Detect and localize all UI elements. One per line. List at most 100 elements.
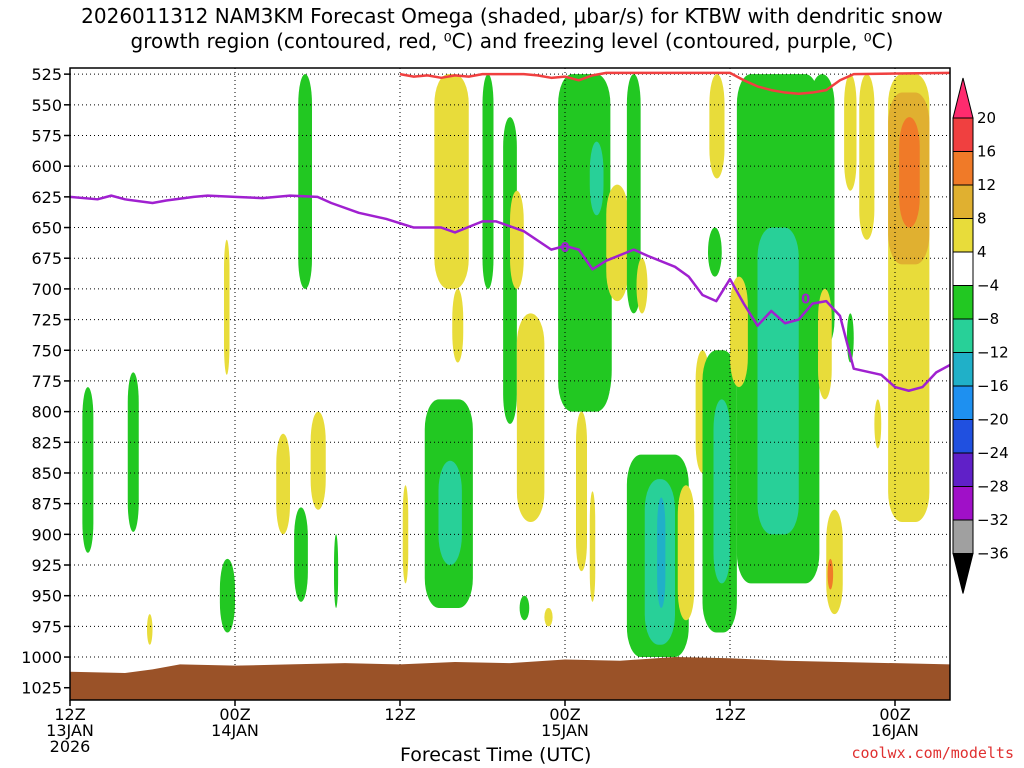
colorbar-segment [952,251,974,286]
freezing-level-label: 0 [560,241,569,256]
x-tick-label: 14JAN [211,721,259,740]
omega-region-yellow [452,288,464,363]
y-tick-label: 850 [31,464,62,483]
omega-region-yellow [310,411,326,510]
y-tick-label: 775 [31,372,62,391]
colorbar-bottom-arrow [952,553,974,594]
y-tick-label: 950 [31,587,62,606]
x-tick-label: 13JAN [46,721,94,740]
y-tick-label: 700 [31,280,62,299]
y-tick-label: 525 [31,65,62,84]
colorbar-label: −16 [977,377,1009,395]
omega-region-yellow [402,485,409,584]
x-tick-label: 16JAN [871,721,919,740]
colorbar-segment [952,318,974,353]
omega-region-yellow [276,433,290,535]
colorbar-segment [952,452,974,487]
omega-region-teal [438,460,462,566]
omega-region-orange [827,558,834,590]
y-tick-label: 675 [31,249,62,268]
colorbar-label: 20 [977,109,996,127]
omega-region-cyan [657,497,666,608]
omega-region-green [334,534,339,608]
y-tick-label: 875 [31,495,62,514]
x-tick-label: 12Z [54,705,85,724]
colorbar-label: −36 [977,545,1009,563]
colorbar-segment [952,419,974,454]
omega-region-green [219,558,235,633]
omega-region-green [598,264,612,400]
colorbar-label: −4 [977,277,999,295]
x-tick-label: 12Z [384,705,415,724]
colorbar-label: 8 [977,210,987,228]
omega-region-yellow [874,399,882,449]
contour-layer: 00 [70,71,950,392]
y-tick-label: 925 [31,556,62,575]
colorbar-label: −20 [977,411,1009,429]
colorbar-label: 16 [977,143,996,161]
omega-region-teal [589,141,604,216]
y-tick-label: 975 [31,617,62,636]
surface-terrain-layer [70,657,950,700]
y-tick-label: 600 [31,157,62,176]
colorbar-label: 4 [977,243,987,261]
omega-region-yellow [147,614,153,645]
x-tick-label: 00Z [879,705,910,724]
omega-region-teal [713,399,730,584]
colorbar-segment [952,117,974,152]
omega-region-yellow [859,74,875,240]
y-tick-label: 825 [31,433,62,452]
omega-region-green [294,507,308,602]
colorbar-segment [952,486,974,521]
omega-region-yellow [589,491,596,602]
omega-shading-layer [82,74,930,658]
x-tick-label: 00Z [219,705,250,724]
surface-terrain [70,657,950,700]
omega-region-yellow [844,74,857,191]
omega-region-green [82,387,94,553]
omega-region-green [298,74,312,289]
x-tick-label: 12Z [714,705,745,724]
colorbar-top-arrow [952,77,974,119]
y-tick-label: 650 [31,219,62,238]
chart-title-line1: 2026011312 NAM3KM Forecast Omega (shaded… [81,4,943,28]
y-tick-label: 550 [31,96,62,115]
dendritic-growth-contour [399,71,950,96]
y-tick-label: 1000 [21,648,62,667]
y-tick-label: 800 [31,403,62,422]
x-tick-label: 15JAN [541,721,589,740]
y-tick-label: 750 [31,341,62,360]
omega-region-yellow [224,239,230,375]
y-tick-label: 1025 [21,679,62,698]
chart-title-line2: growth region (contoured, red, ⁰C) and f… [130,29,894,53]
credit-text: coolwx.com/modelts [851,744,1014,762]
omega-region-green [503,117,517,424]
omega-region-yellow [636,258,648,314]
x-tick-label: 2026 [50,737,91,756]
colorbar-segment [952,151,974,186]
omega-region-green [809,74,835,351]
colorbar-segment [952,519,974,554]
omega-region-green [519,595,530,621]
colorbar-label: −8 [977,310,999,328]
omega-region-green [482,74,494,289]
omega-region-green [127,372,139,532]
omega-region-green [626,74,641,314]
colorbar-label: −28 [977,478,1009,496]
omega-region-yellow [606,184,629,302]
colorbar-segment [952,385,974,420]
omega-region-green [708,227,722,277]
omega-region-yellow [576,411,587,572]
omega-region-yellow [709,74,725,179]
plot-frame [69,67,951,701]
colorbar-segment [952,285,974,320]
omega-region-yellow [510,190,524,289]
freezing-level-label: 0 [801,293,810,308]
x-tick-label: 00Z [549,705,580,724]
colorbar-label: −12 [977,344,1009,362]
colorbar: 20 16 12 8 4 −4 −8 −12 −16 −20 −24 −28 −32 −36 [952,77,1009,594]
omega-region-orange [899,117,920,228]
omega-region-yellow [677,485,695,621]
omega-region-yellow [544,607,553,627]
